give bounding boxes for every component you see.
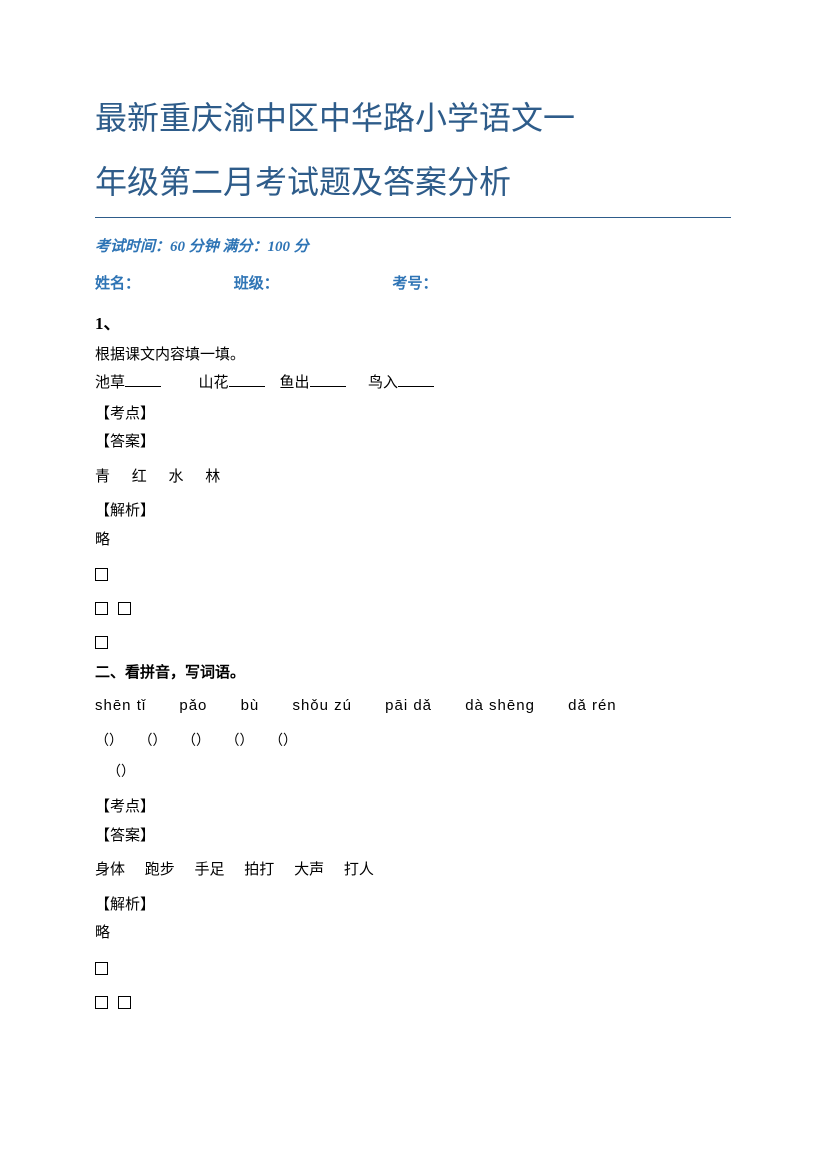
exam-meta: 考试时间：60 分钟 满分：100 分 [95, 236, 731, 259]
q2-ans-5: 打人 [344, 862, 374, 878]
doc-title-line1: 最新重庆渝中区中华路小学语文一 [95, 90, 731, 148]
placeholder-box-icon [118, 996, 131, 1009]
blank [310, 372, 346, 387]
q2-ans-3: 拍打 [244, 862, 274, 878]
pinyin-6: dǎ rén [568, 697, 617, 714]
q2-answer-blanks-row2: （） [95, 762, 731, 783]
title-underline [95, 217, 731, 218]
blank [398, 372, 434, 387]
q1-ans-1: 红 [132, 469, 147, 485]
q2-answer-blanks-row1: （） （） （） （） （） [95, 731, 731, 752]
q1-item-3: 鸟入 [368, 375, 398, 391]
q1-items: 池草 山花 鱼出 鸟入 [95, 369, 731, 398]
q1-jiexi-body: 略 [95, 526, 731, 555]
placeholder-box-icon [95, 636, 108, 649]
q1-kaodian: 【考点】 [95, 400, 731, 429]
q2-pinyin-row: shēn tǐ pǎo bù shǒu zú pāi dǎ dà shēng d… [95, 695, 731, 718]
q2-jiexi-body: 略 [95, 919, 731, 948]
q1-number: 1、 [95, 311, 731, 337]
q1-prompt: 根据课文内容填一填。 [95, 341, 731, 370]
q2-heading: 二、看拼音，写词语。 [95, 662, 731, 685]
q1-ans-3: 林 [205, 469, 220, 485]
placeholder-box-icon [95, 602, 108, 615]
doc-title-line2: 年级第二月考试题及答案分析 [95, 154, 731, 212]
q1-item-2: 鱼出 [280, 375, 310, 391]
pinyin-5: dà shēng [465, 697, 535, 714]
placeholder-box-icon [118, 602, 131, 615]
q2-answers: 身体 跑步 手足 拍打 大声 打人 [95, 856, 731, 885]
q2-kaodian: 【考点】 [95, 793, 731, 822]
q1-item-0: 池草 [95, 375, 125, 391]
placeholder-box-icon [95, 962, 108, 975]
pinyin-0: shēn tǐ [95, 697, 146, 714]
blank [125, 372, 161, 387]
name-label: 姓名： [95, 273, 140, 296]
placeholder-row [95, 562, 731, 586]
q1-ans-2: 水 [169, 469, 184, 485]
placeholder-row [95, 596, 731, 620]
placeholder-row [95, 990, 731, 1014]
q1-item-1: 山花 [199, 375, 229, 391]
q1-jiexi-label: 【解析】 [95, 497, 731, 526]
q2-ans-1: 跑步 [145, 862, 175, 878]
placeholder-row [95, 630, 731, 654]
pinyin-1: pǎo [179, 697, 207, 714]
student-info-row: 姓名： 班级： 考号： [95, 273, 731, 296]
q2-ans-2: 手足 [195, 862, 225, 878]
pinyin-2: bù [241, 697, 260, 714]
q1-answer-label: 【答案】 [95, 428, 731, 457]
placeholder-row [95, 956, 731, 980]
placeholder-box-icon [95, 996, 108, 1009]
q1-ans-0: 青 [95, 469, 110, 485]
q2-jiexi-label: 【解析】 [95, 891, 731, 920]
q2-ans-0: 身体 [95, 862, 125, 878]
q2-ans-4: 大声 [294, 862, 324, 878]
class-label: 班级： [234, 273, 279, 296]
q2-answer-label: 【答案】 [95, 822, 731, 851]
blank [229, 372, 265, 387]
pinyin-3: shǒu zú [292, 697, 352, 714]
q1-answers: 青 红 水 林 [95, 463, 731, 492]
placeholder-box-icon [95, 568, 108, 581]
id-label: 考号： [393, 273, 438, 296]
pinyin-4: pāi dǎ [385, 697, 432, 714]
